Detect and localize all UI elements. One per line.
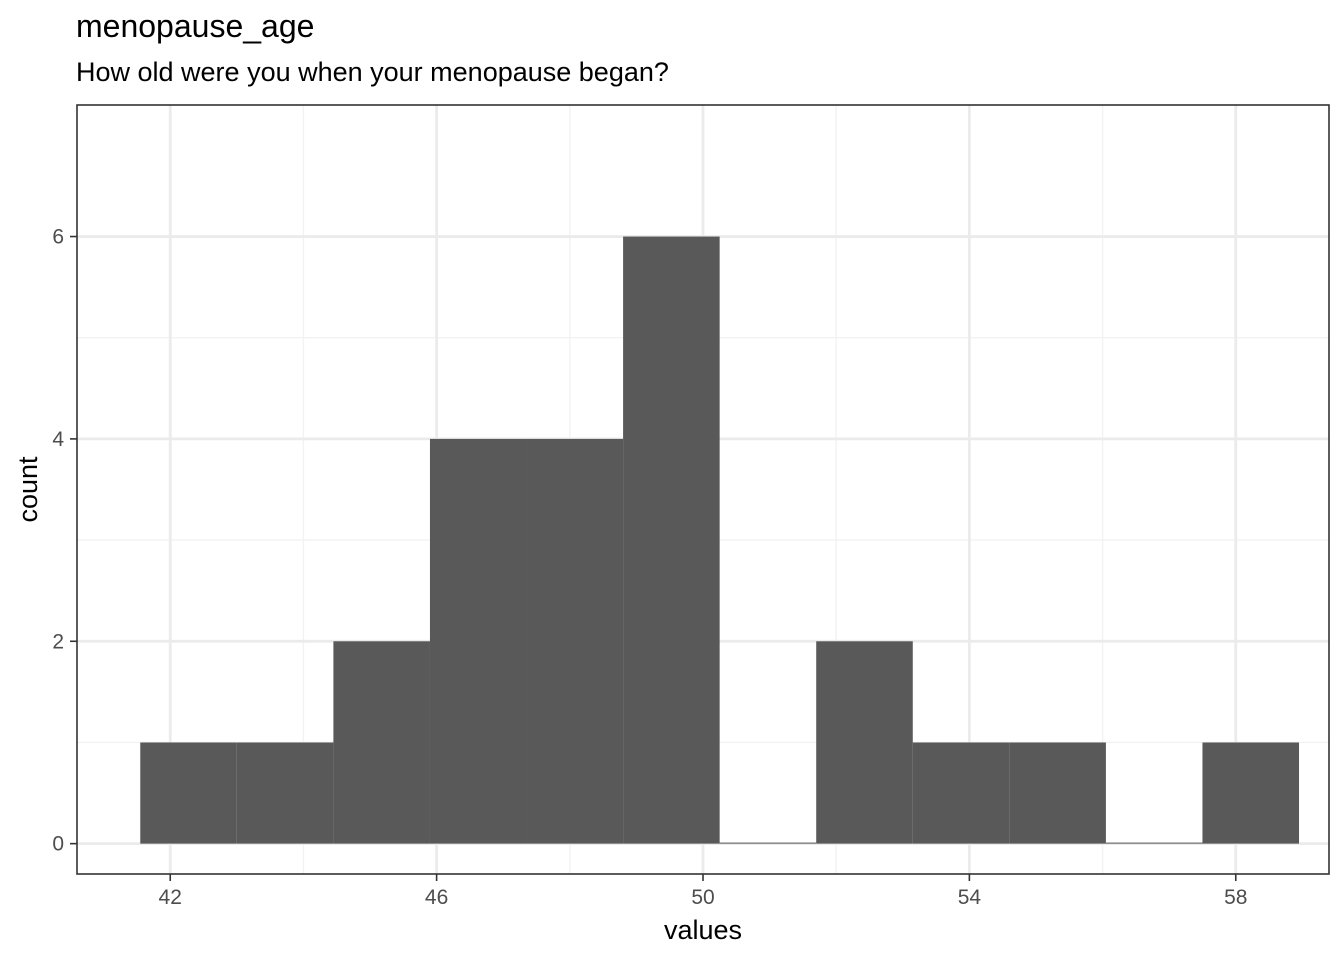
x-tick-label: 46: [425, 886, 448, 909]
chart-subtitle: How old were you when your menopause beg…: [76, 57, 669, 87]
x-axis: 42 46 50 54 58: [159, 874, 1247, 909]
y-tick-label: 2: [52, 630, 64, 653]
histogram-bar: [816, 641, 913, 844]
x-tick-label: 58: [1224, 886, 1247, 909]
y-tick-label: 4: [52, 428, 64, 451]
histogram-bar: [236, 742, 334, 844]
histogram-bar: [140, 742, 237, 844]
y-tick-label: 0: [52, 833, 64, 856]
histogram-bar: [912, 742, 1010, 844]
histogram-bar: [719, 842, 817, 844]
bars: [140, 236, 1300, 844]
x-axis-title: values: [664, 915, 742, 945]
y-tick-label: 6: [52, 226, 64, 249]
x-tick-label: 54: [958, 886, 982, 909]
histogram-bar: [623, 236, 720, 844]
histogram-bar: [1105, 842, 1203, 844]
y-axis: 0 2 4 6: [52, 226, 77, 856]
x-tick-label: 42: [159, 886, 182, 909]
histogram-bar: [1202, 742, 1300, 844]
y-axis-title: count: [13, 456, 43, 523]
histogram-bar: [429, 438, 527, 844]
chart-title: menopause_age: [76, 8, 315, 44]
histogram-bar: [1009, 742, 1106, 844]
histogram-bar: [526, 438, 624, 844]
histogram-bar: [333, 641, 430, 844]
x-tick-label: 50: [691, 886, 714, 909]
